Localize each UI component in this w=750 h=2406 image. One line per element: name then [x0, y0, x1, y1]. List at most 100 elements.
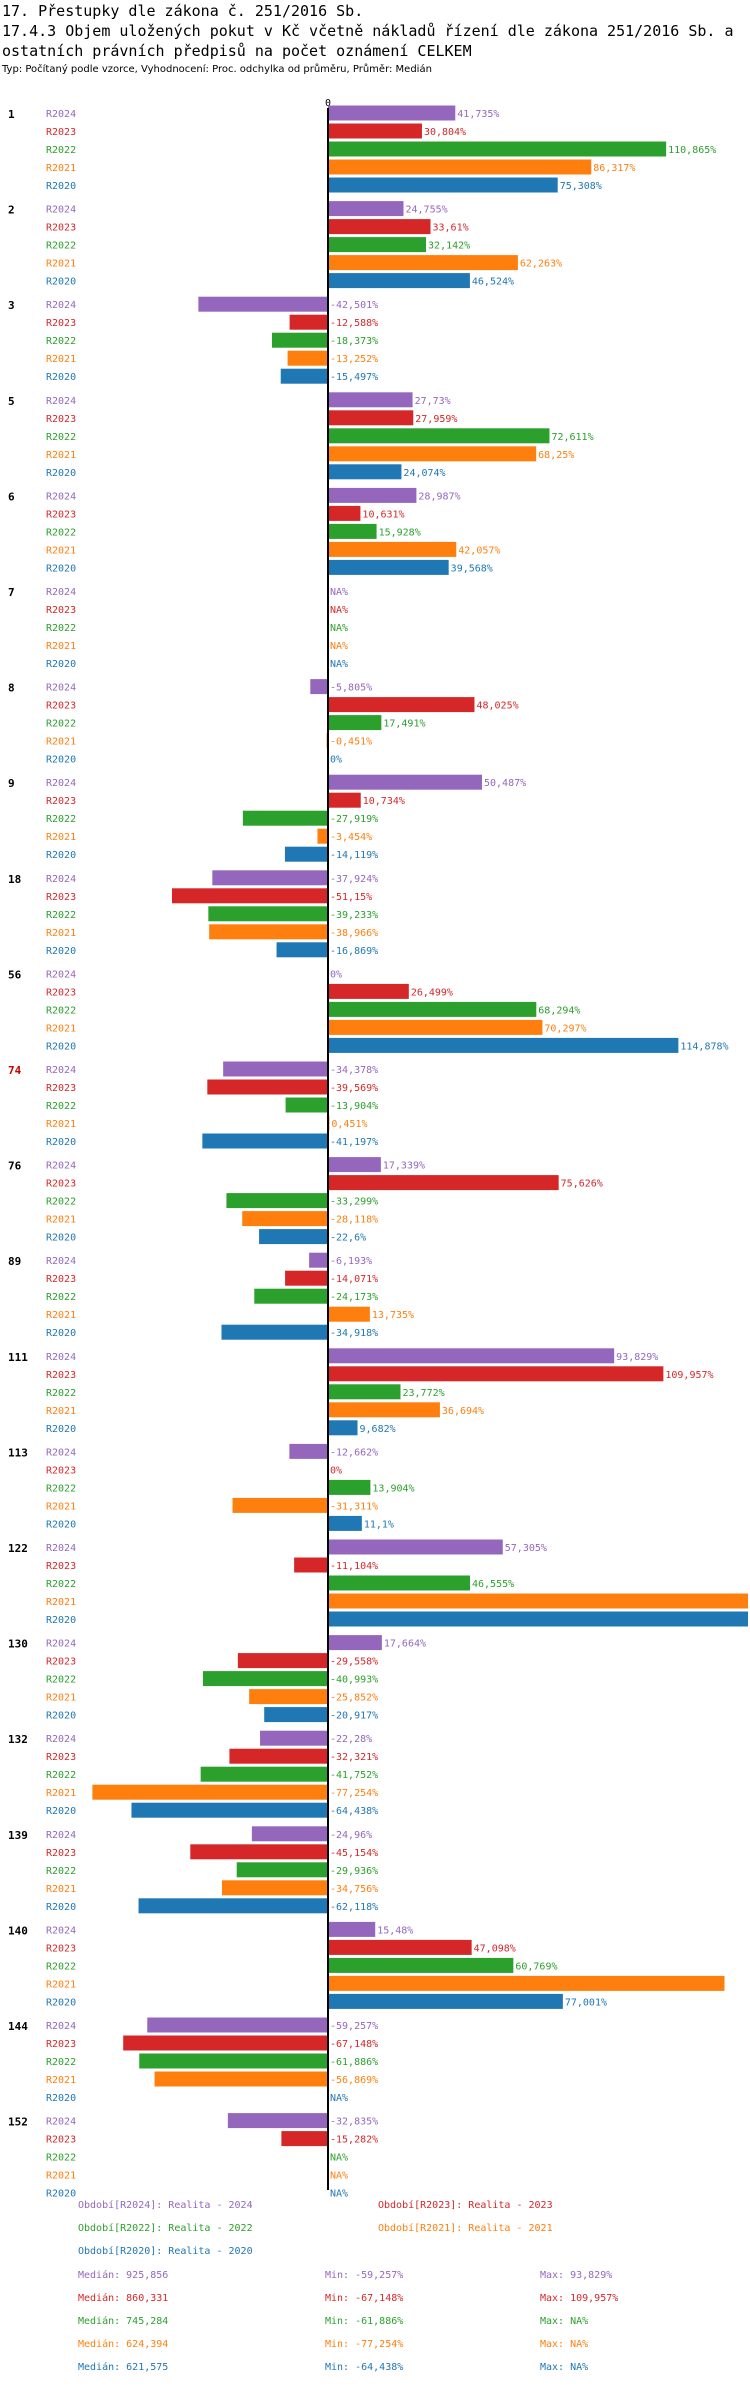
- section-title: 17. Přestupky dle zákona č. 251/2016 Sb.: [2, 2, 364, 20]
- data-label: NA%: [330, 641, 348, 652]
- bar-r2021: [328, 255, 518, 271]
- series-label: R2021: [46, 641, 76, 652]
- bar-r2021: [328, 1402, 440, 1418]
- bar-r2024: [328, 1635, 382, 1651]
- bar-r2021: [328, 159, 592, 175]
- group-label: 56: [8, 968, 22, 981]
- series-label: R2020: [46, 850, 76, 861]
- series-label: R2020: [46, 1615, 76, 1626]
- data-label: -32,835%: [330, 2117, 378, 2128]
- series-label: R2022: [46, 1579, 76, 1590]
- bar-r2022: [328, 428, 550, 444]
- data-label: 0,451%: [331, 1119, 367, 1130]
- data-label: 9,682%: [360, 1424, 396, 1435]
- chart-header: 17. Přestupky dle zákona č. 251/2016 Sb.…: [0, 0, 750, 84]
- data-label: 24,074%: [403, 468, 445, 479]
- group-label: 89: [8, 1255, 21, 1268]
- series-label: R2020: [46, 659, 76, 670]
- data-label: -15,497%: [330, 372, 378, 383]
- series-label: R2022: [46, 336, 76, 347]
- data-label: -61,886%: [330, 2057, 378, 2068]
- series-label: R2023: [46, 1943, 76, 1954]
- series-label: R2022: [46, 1770, 76, 1781]
- series-label: R2022: [46, 527, 76, 538]
- series-label: R2024: [46, 1352, 76, 1363]
- data-label: 26,499%: [411, 987, 453, 998]
- series-label: R2024: [46, 1161, 76, 1172]
- series-label: R2020: [46, 1711, 76, 1722]
- bar-r2023: [123, 2035, 328, 2051]
- series-label: R2024: [46, 109, 76, 120]
- bar-r2022: [200, 1766, 328, 1782]
- data-label: 0%: [330, 969, 342, 980]
- bar-r2023: [328, 697, 475, 713]
- bar-r2020: [328, 1611, 748, 1627]
- bar-r2023: [190, 1844, 328, 1860]
- series-label: R2022: [46, 1675, 76, 1686]
- data-label: -34,918%: [330, 1328, 378, 1339]
- series-label: R2022: [46, 814, 76, 825]
- series-label: R2022: [46, 1388, 76, 1399]
- data-label: -16,869%: [330, 946, 378, 957]
- series-label: R2021: [46, 1215, 76, 1226]
- bar-r2020: [131, 1802, 328, 1818]
- data-label: -67,148%: [330, 2039, 378, 2050]
- data-label: 33,61%: [433, 223, 469, 234]
- series-label: R2024: [46, 2117, 76, 2128]
- data-label: -40,993%: [330, 1675, 378, 1686]
- series-label: R2024: [46, 1447, 76, 1458]
- series-label: R2022: [46, 1866, 76, 1877]
- bar-r2021: [287, 350, 328, 366]
- series-label: R2021: [46, 1023, 76, 1034]
- bar-r2022: [202, 1671, 328, 1687]
- series-label: R2020: [46, 1328, 76, 1339]
- group-label: 6: [8, 490, 15, 503]
- group-label: 7: [8, 586, 15, 599]
- group-label: 76: [8, 1160, 22, 1173]
- bar-r2021: [232, 1497, 328, 1513]
- series-label: R2024: [46, 1543, 76, 1554]
- group-label: 5: [8, 395, 15, 408]
- data-label: 109,957%: [665, 1370, 713, 1381]
- data-label: 32,142%: [428, 241, 470, 252]
- series-label: R2023: [46, 1083, 76, 1094]
- group-label: 140: [8, 1924, 28, 1937]
- data-label: -51,15%: [330, 892, 372, 903]
- series-label: R2020: [46, 946, 76, 957]
- series-label: R2022: [46, 1005, 76, 1016]
- bar-r2022: [208, 906, 328, 922]
- bar-r2020: [328, 1515, 362, 1531]
- bar-r2021: [221, 1880, 328, 1896]
- bar-r2024: [328, 105, 456, 121]
- data-label: -56,869%: [330, 2075, 378, 2086]
- series-label: R2023: [46, 414, 76, 425]
- data-label: 46,555%: [472, 1579, 514, 1590]
- series-label: R2021: [46, 1501, 76, 1512]
- bar-r2024: [223, 1061, 328, 1077]
- axis-zero-label: 0: [325, 98, 331, 109]
- series-label: R2021: [46, 354, 76, 365]
- data-label: 13,735%: [372, 1310, 414, 1321]
- data-label: -33,299%: [330, 1197, 378, 1208]
- series-label: R2023: [46, 987, 76, 998]
- data-label: 114,878%: [680, 1041, 728, 1052]
- bar-r2021: [154, 2071, 328, 2087]
- series-label: R2021: [46, 1119, 76, 1130]
- group-label: 152: [8, 2116, 28, 2129]
- data-label: NA%: [330, 587, 348, 598]
- data-label: 10,734%: [363, 796, 405, 807]
- bar-r2023: [328, 219, 431, 235]
- data-label: 13,904%: [372, 1483, 414, 1494]
- data-label: -15,282%: [330, 2135, 378, 2146]
- series-label: R2024: [46, 683, 76, 694]
- series-label: R2021: [46, 2171, 76, 2182]
- bar-r2023: [328, 792, 361, 808]
- data-label: 27,959%: [415, 414, 457, 425]
- data-label: -38,966%: [330, 928, 378, 939]
- bar-r2024: [328, 487, 417, 503]
- series-label: R2023: [46, 2039, 76, 2050]
- series-label: R2023: [46, 796, 76, 807]
- series-label: R2023: [46, 1370, 76, 1381]
- data-label: -12,588%: [330, 318, 378, 329]
- series-label: R2023: [46, 605, 76, 616]
